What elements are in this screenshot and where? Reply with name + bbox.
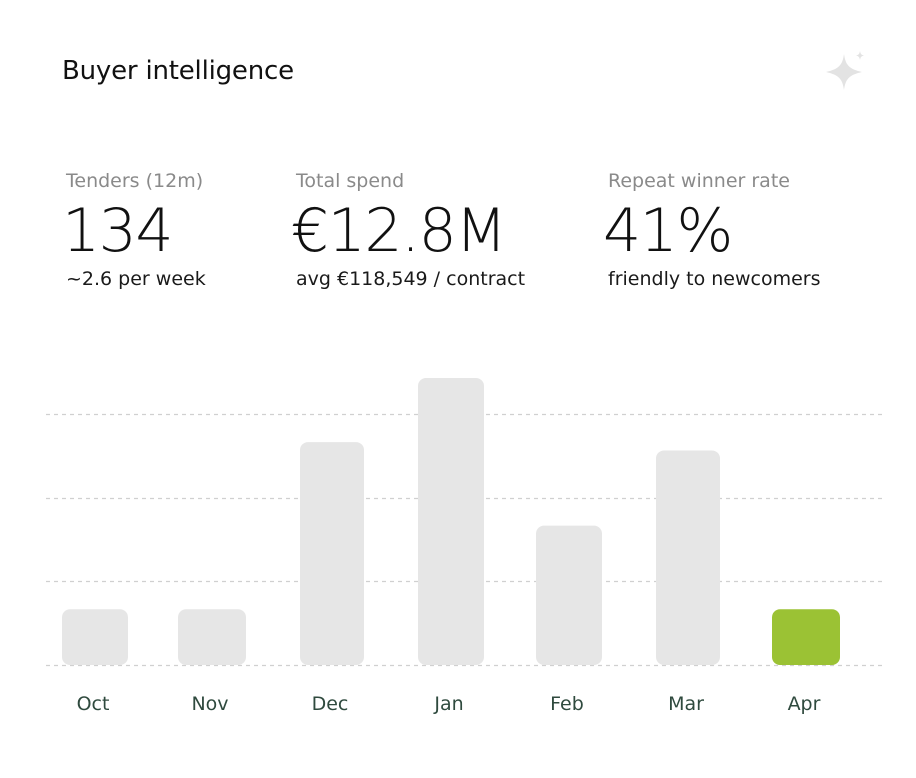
bar-mar (656, 450, 720, 665)
bar-jan (418, 378, 484, 665)
stat-value: 134 (62, 196, 174, 266)
sparkle-icon (826, 51, 864, 90)
x-tick-label: Jan (433, 693, 463, 715)
card-title: Buyer intelligence (62, 56, 294, 86)
x-tick-label: Feb (550, 693, 584, 715)
stat-value: 41% (603, 196, 733, 266)
x-tick-label: Apr (788, 693, 821, 715)
stat-subtext: ~2.6 per week (66, 268, 206, 290)
stat-label: Repeat winner rate (608, 170, 790, 192)
stat-repeat-winner-rate: Repeat winner rate 41% friendly to newco… (603, 168, 821, 292)
stat-label: Total spend (296, 170, 405, 192)
x-tick-label: Dec (312, 693, 349, 715)
chart-bars (62, 378, 840, 665)
stat-label: Tenders (12m) (66, 170, 204, 192)
stat-total-spend: Total spend €12.8M avg €118,549 / contra… (291, 168, 525, 292)
chart-x-labels: Oct Nov Dec Jan Feb Mar Apr (77, 693, 821, 715)
x-tick-label: Mar (668, 693, 704, 715)
bar-dec (300, 442, 364, 665)
bar-nov (178, 609, 246, 665)
x-tick-label: Oct (77, 693, 110, 715)
stat-subtext: avg €118,549 / contract (296, 268, 526, 290)
stat-tenders: Tenders (12m) 134 ~2.6 per week (62, 168, 206, 292)
bar-feb (536, 525, 602, 665)
x-tick-label: Nov (191, 693, 228, 715)
bar-apr (772, 609, 840, 665)
stat-subtext: friendly to newcomers (608, 268, 821, 290)
stat-value: €12.8M (291, 196, 507, 266)
bar-oct (62, 609, 128, 665)
